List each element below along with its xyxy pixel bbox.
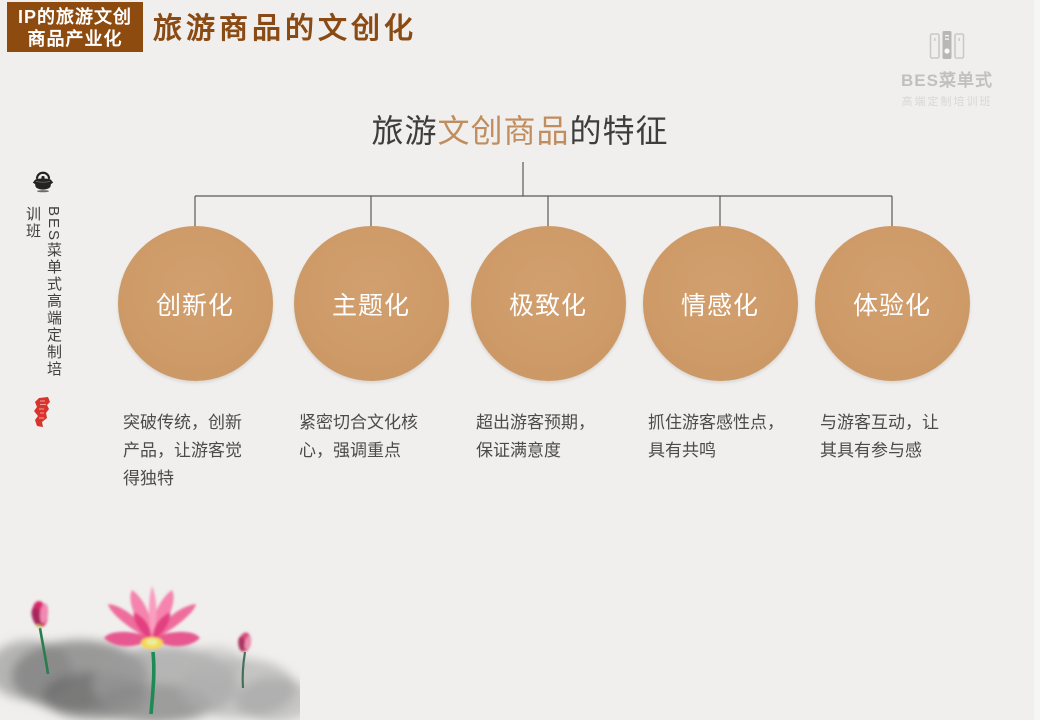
feature-circle: 主题化 xyxy=(293,226,449,381)
ink-lotus-painting-image xyxy=(0,586,300,720)
page-title: 旅游商品的文创化 xyxy=(153,13,418,45)
feature-description: 超出游客预期， 保证满意度 xyxy=(476,413,595,460)
feature-description: 突破传统，创新 产品，让游客觉 得独特 xyxy=(123,413,242,488)
header-badge: IP的旅游文创 商品产业化 xyxy=(7,2,143,52)
feature-label: 体验化 xyxy=(852,291,931,320)
red-seal-stamp xyxy=(34,397,50,427)
feature-circle: 体验化 xyxy=(814,226,970,381)
feature-description: 紧密切合文化核 心，强调重点 xyxy=(299,413,418,460)
feature-description: 抓住游客感性点， 具有共鸣 xyxy=(648,413,784,460)
feature-column-innovation: 创新化 突破传统，创新 产品，让游客觉 得独特 xyxy=(107,226,283,493)
feature-circle: 创新化 xyxy=(117,226,273,381)
feature-column-ultimate: 极致化 超出游客预期， 保证满意度 xyxy=(460,226,636,465)
diagram-title-prefix: 旅游 xyxy=(371,113,438,149)
feature-label: 创新化 xyxy=(155,291,234,320)
header-badge-line1: IP的旅游文创 xyxy=(17,7,132,27)
feature-column-emotion: 情感化 抓住游客感性点， 具有共鸣 xyxy=(632,226,808,465)
diagram-title-suffix: 的特征 xyxy=(569,113,669,149)
diagram-title: 旅游文创商品的特征 xyxy=(0,112,1040,150)
brand-logo: BES菜单式 高端定制培训班 xyxy=(887,30,1007,109)
feature-column-experience: 体验化 与游客互动，让 其具有参与感 xyxy=(804,226,980,465)
teapot-icon xyxy=(32,171,54,193)
feature-description: 与游客互动，让 其具有参与感 xyxy=(820,413,939,460)
diagram-title-accent: 文创商品 xyxy=(437,113,570,149)
side-brand-strip: BES菜单式高端定制培训班 xyxy=(24,168,62,430)
brand-logo-subtext: 高端定制培训班 xyxy=(901,96,993,108)
feature-label: 主题化 xyxy=(331,291,410,320)
header-badge-line2: 商品产业化 xyxy=(27,29,123,49)
feature-column-theme: 主题化 紧密切合文化核 心，强调重点 xyxy=(283,226,459,465)
brand-logo-text: BES菜单式 xyxy=(901,71,993,90)
feature-label: 情感化 xyxy=(680,291,759,320)
feature-circle: 情感化 xyxy=(642,226,798,381)
slide-right-edge xyxy=(1034,0,1040,720)
feature-label: 极致化 xyxy=(508,291,587,320)
feature-circle: 极致化 xyxy=(470,226,626,381)
book-spines-logo-icon xyxy=(929,31,965,59)
side-vertical-brand-text: BES菜单式高端定制培训班 xyxy=(24,206,62,379)
